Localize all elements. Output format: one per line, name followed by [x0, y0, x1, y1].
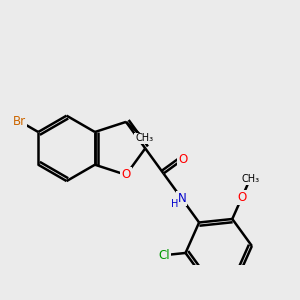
Text: H: H: [171, 199, 178, 209]
Text: N: N: [177, 192, 186, 205]
Text: O: O: [237, 191, 247, 204]
Text: Cl: Cl: [159, 249, 170, 262]
Text: O: O: [122, 168, 130, 181]
Text: CH₃: CH₃: [135, 133, 153, 143]
Text: Br: Br: [13, 115, 26, 128]
Text: CH₃: CH₃: [241, 174, 259, 184]
Text: O: O: [178, 153, 187, 166]
